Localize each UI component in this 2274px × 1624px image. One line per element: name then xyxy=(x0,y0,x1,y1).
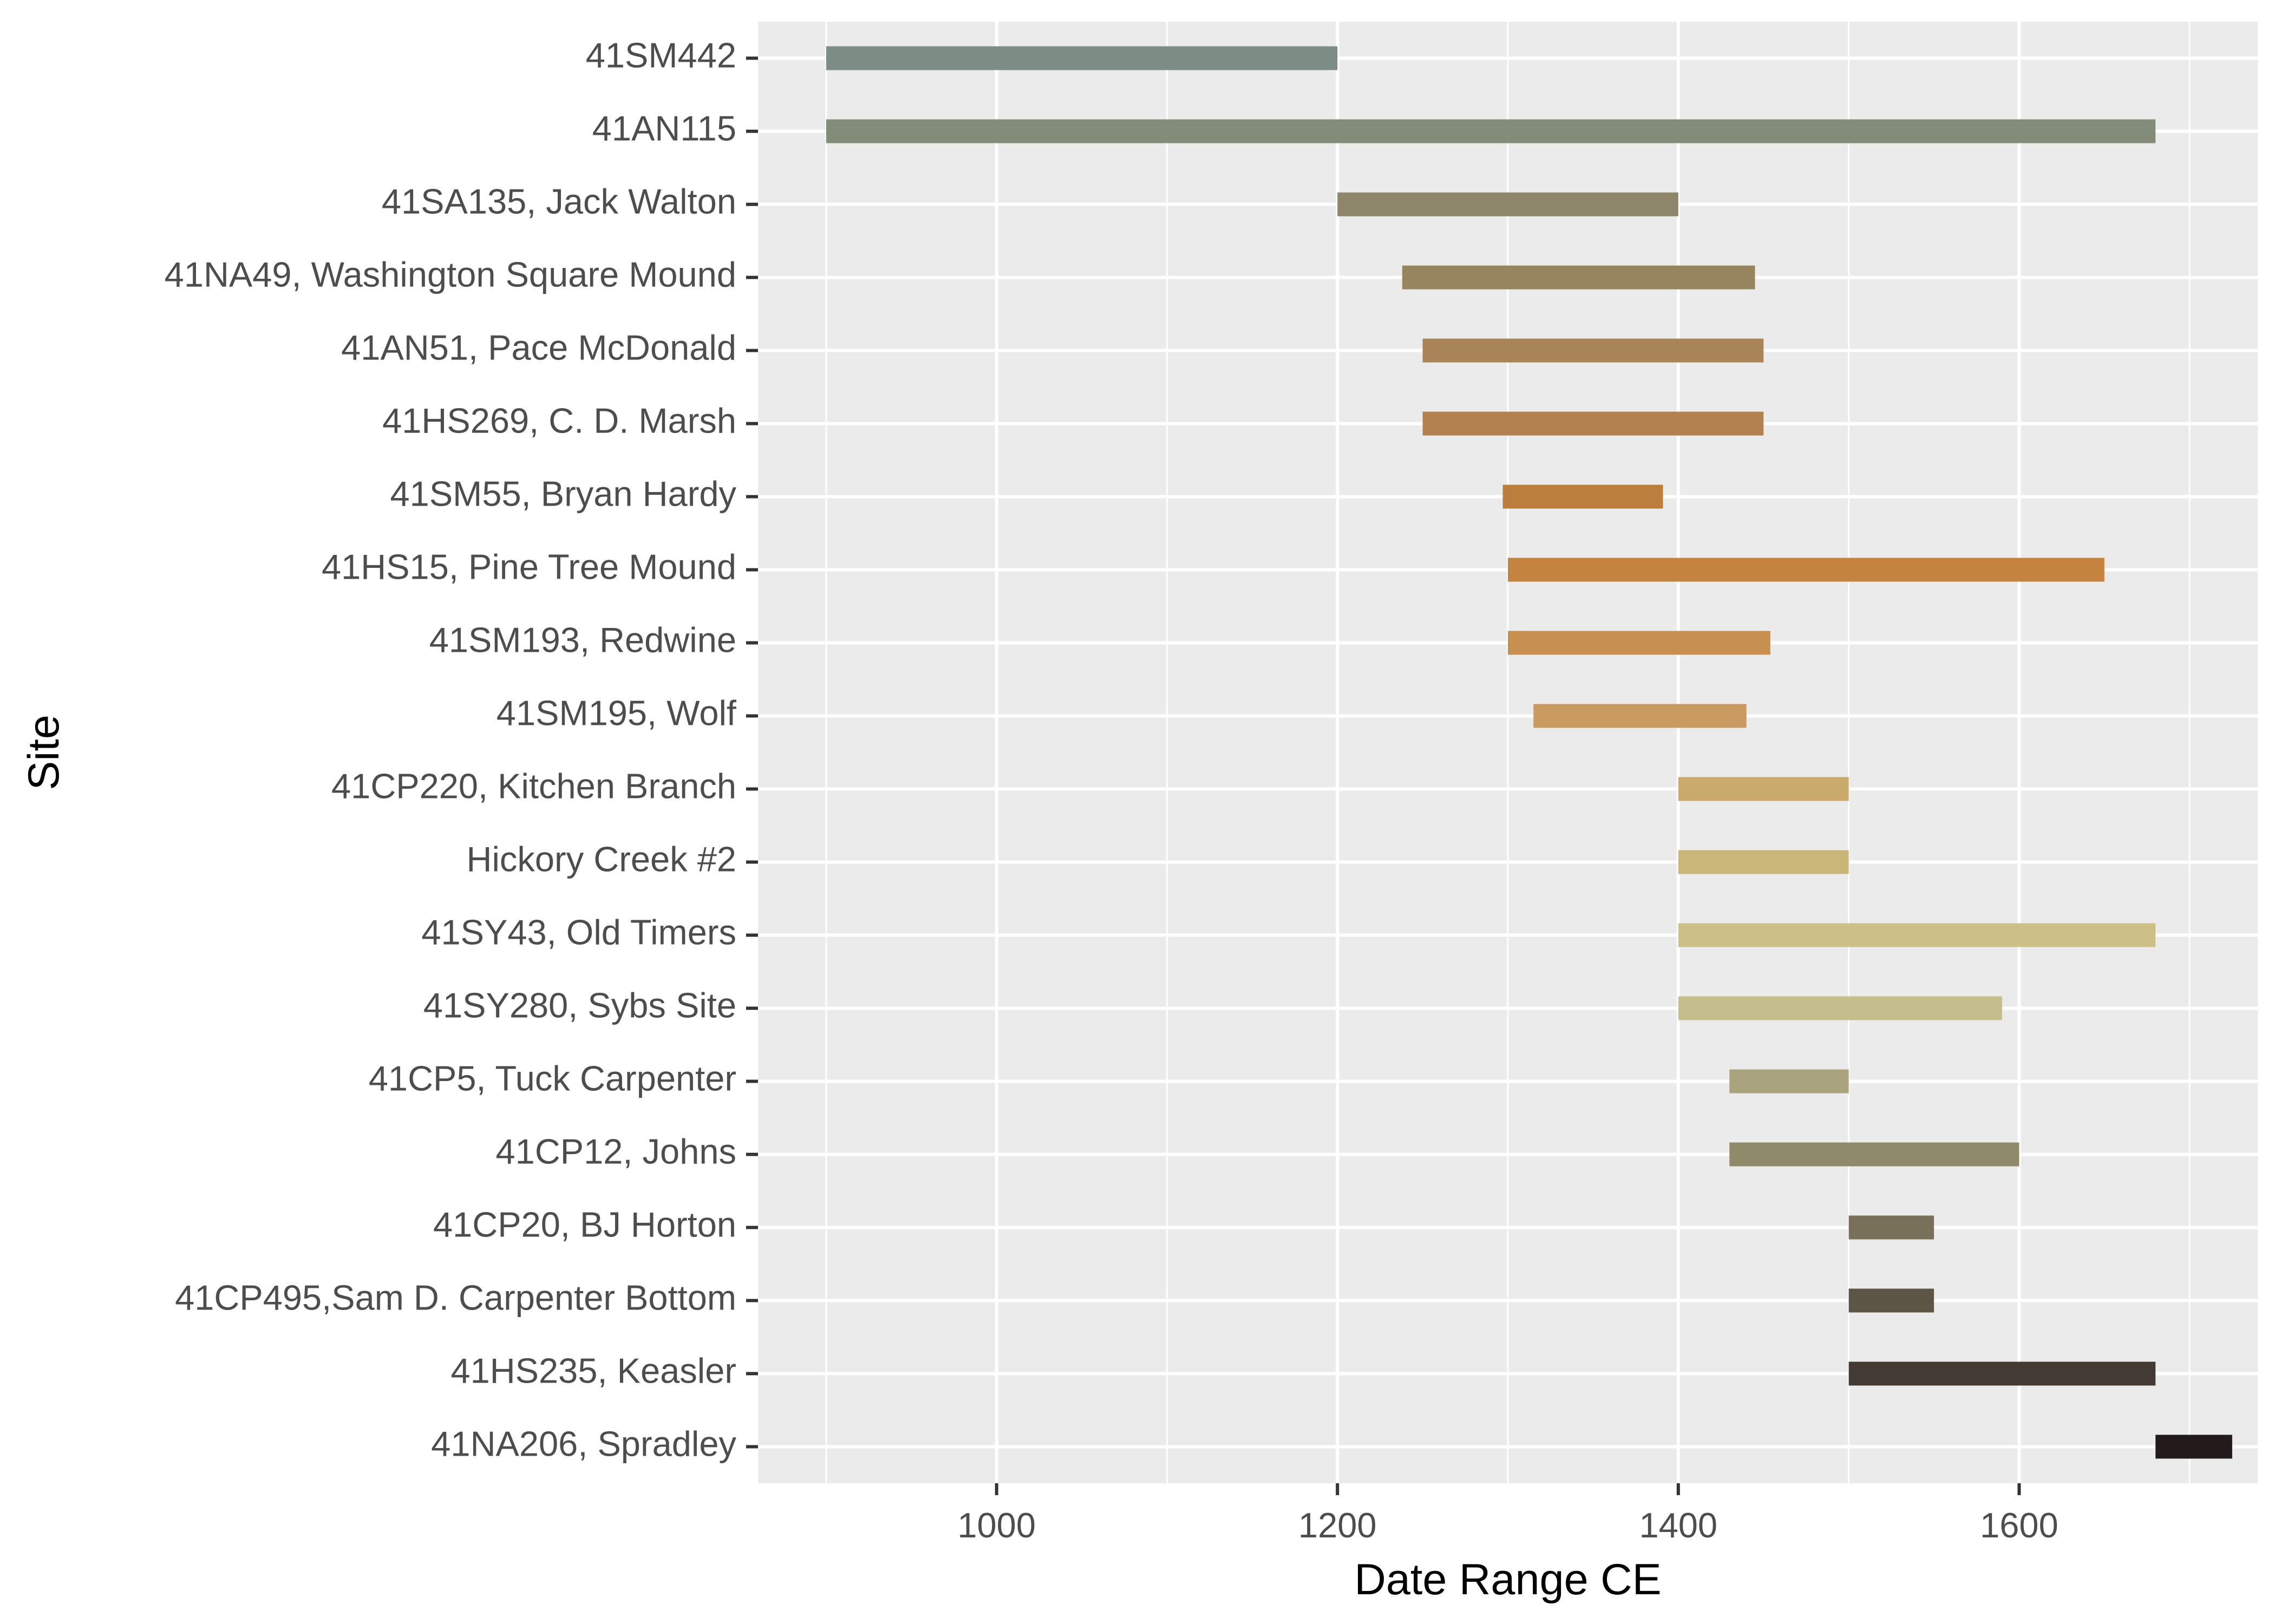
range-bar xyxy=(1678,996,2002,1020)
range-bar xyxy=(1422,338,1764,363)
y-tick-label: 41CP220, Kitchen Branch xyxy=(331,767,736,806)
x-axis-title: Date Range CE xyxy=(1354,1555,1661,1604)
y-tick-label: 41SM55, Bryan Hardy xyxy=(390,474,737,514)
range-bar xyxy=(1508,558,2105,582)
range-bar xyxy=(1848,1288,1934,1313)
range-bar xyxy=(826,46,1338,70)
y-tick-label: 41HS269, C. D. Marsh xyxy=(382,401,736,441)
y-tick-label: 41CP12, Johns xyxy=(496,1132,736,1171)
y-tick-label: 41AN115 xyxy=(592,109,736,148)
y-tick-label: 41SY280, Sybs Site xyxy=(423,986,736,1025)
range-bar xyxy=(1848,1215,1934,1240)
range-bar xyxy=(1848,1361,2156,1386)
range-bar xyxy=(1533,704,1747,728)
y-tick-label: 41HS235, Keasler xyxy=(450,1351,736,1391)
y-tick-label: 41CP495,Sam D. Carpenter Bottom xyxy=(175,1278,736,1318)
range-bar xyxy=(1422,411,1764,436)
y-tick-label: 41NA206, Spradley xyxy=(431,1424,736,1464)
x-tick-label: 1400 xyxy=(1639,1505,1717,1545)
range-bar xyxy=(1402,265,1755,290)
y-tick-label: 41CP5, Tuck Carpenter xyxy=(369,1059,736,1098)
range-bar xyxy=(1729,1069,1849,1093)
range-bar xyxy=(1508,631,1770,655)
x-axis: 1000 1200 1400 1600 xyxy=(957,1483,2059,1545)
x-tick-label: 1000 xyxy=(957,1505,1036,1545)
y-tick-label: 41NA49, Washington Square Mound xyxy=(165,255,736,294)
y-tick-label: 41CP20, BJ Horton xyxy=(433,1205,736,1245)
range-bars xyxy=(826,46,2232,1459)
y-tick-label: 41SM195, Wolf xyxy=(496,693,737,733)
range-bar xyxy=(826,119,2156,143)
range-bar xyxy=(1337,192,1678,217)
y-tick-label: 41SM442 xyxy=(586,36,736,75)
y-tick-label: 41SA135, Jack Walton xyxy=(382,182,736,221)
y-tick-label: 41SY43, Old Timers xyxy=(421,913,736,952)
range-bar xyxy=(2155,1435,2232,1459)
x-tick-label: 1600 xyxy=(1980,1505,2059,1545)
y-axis-title: Site xyxy=(19,715,68,790)
x-tick-label: 1200 xyxy=(1298,1505,1377,1545)
range-bar xyxy=(1678,923,2156,947)
y-axis: 41SM442 41AN115 41SA135, Jack Walton 41NA49… xyxy=(165,36,758,1464)
y-tick-label: Hickory Creek #2 xyxy=(467,840,736,879)
range-bar xyxy=(1678,777,1849,801)
y-tick-label: 41AN51, Pace McDonald xyxy=(341,328,736,368)
range-bar xyxy=(1502,484,1663,509)
y-tick-label: 41HS15, Pine Tree Mound xyxy=(322,547,736,587)
y-tick-label: 41SM193, Redwine xyxy=(429,620,736,660)
range-bar xyxy=(1729,1142,2020,1167)
range-bar xyxy=(1678,850,1849,874)
